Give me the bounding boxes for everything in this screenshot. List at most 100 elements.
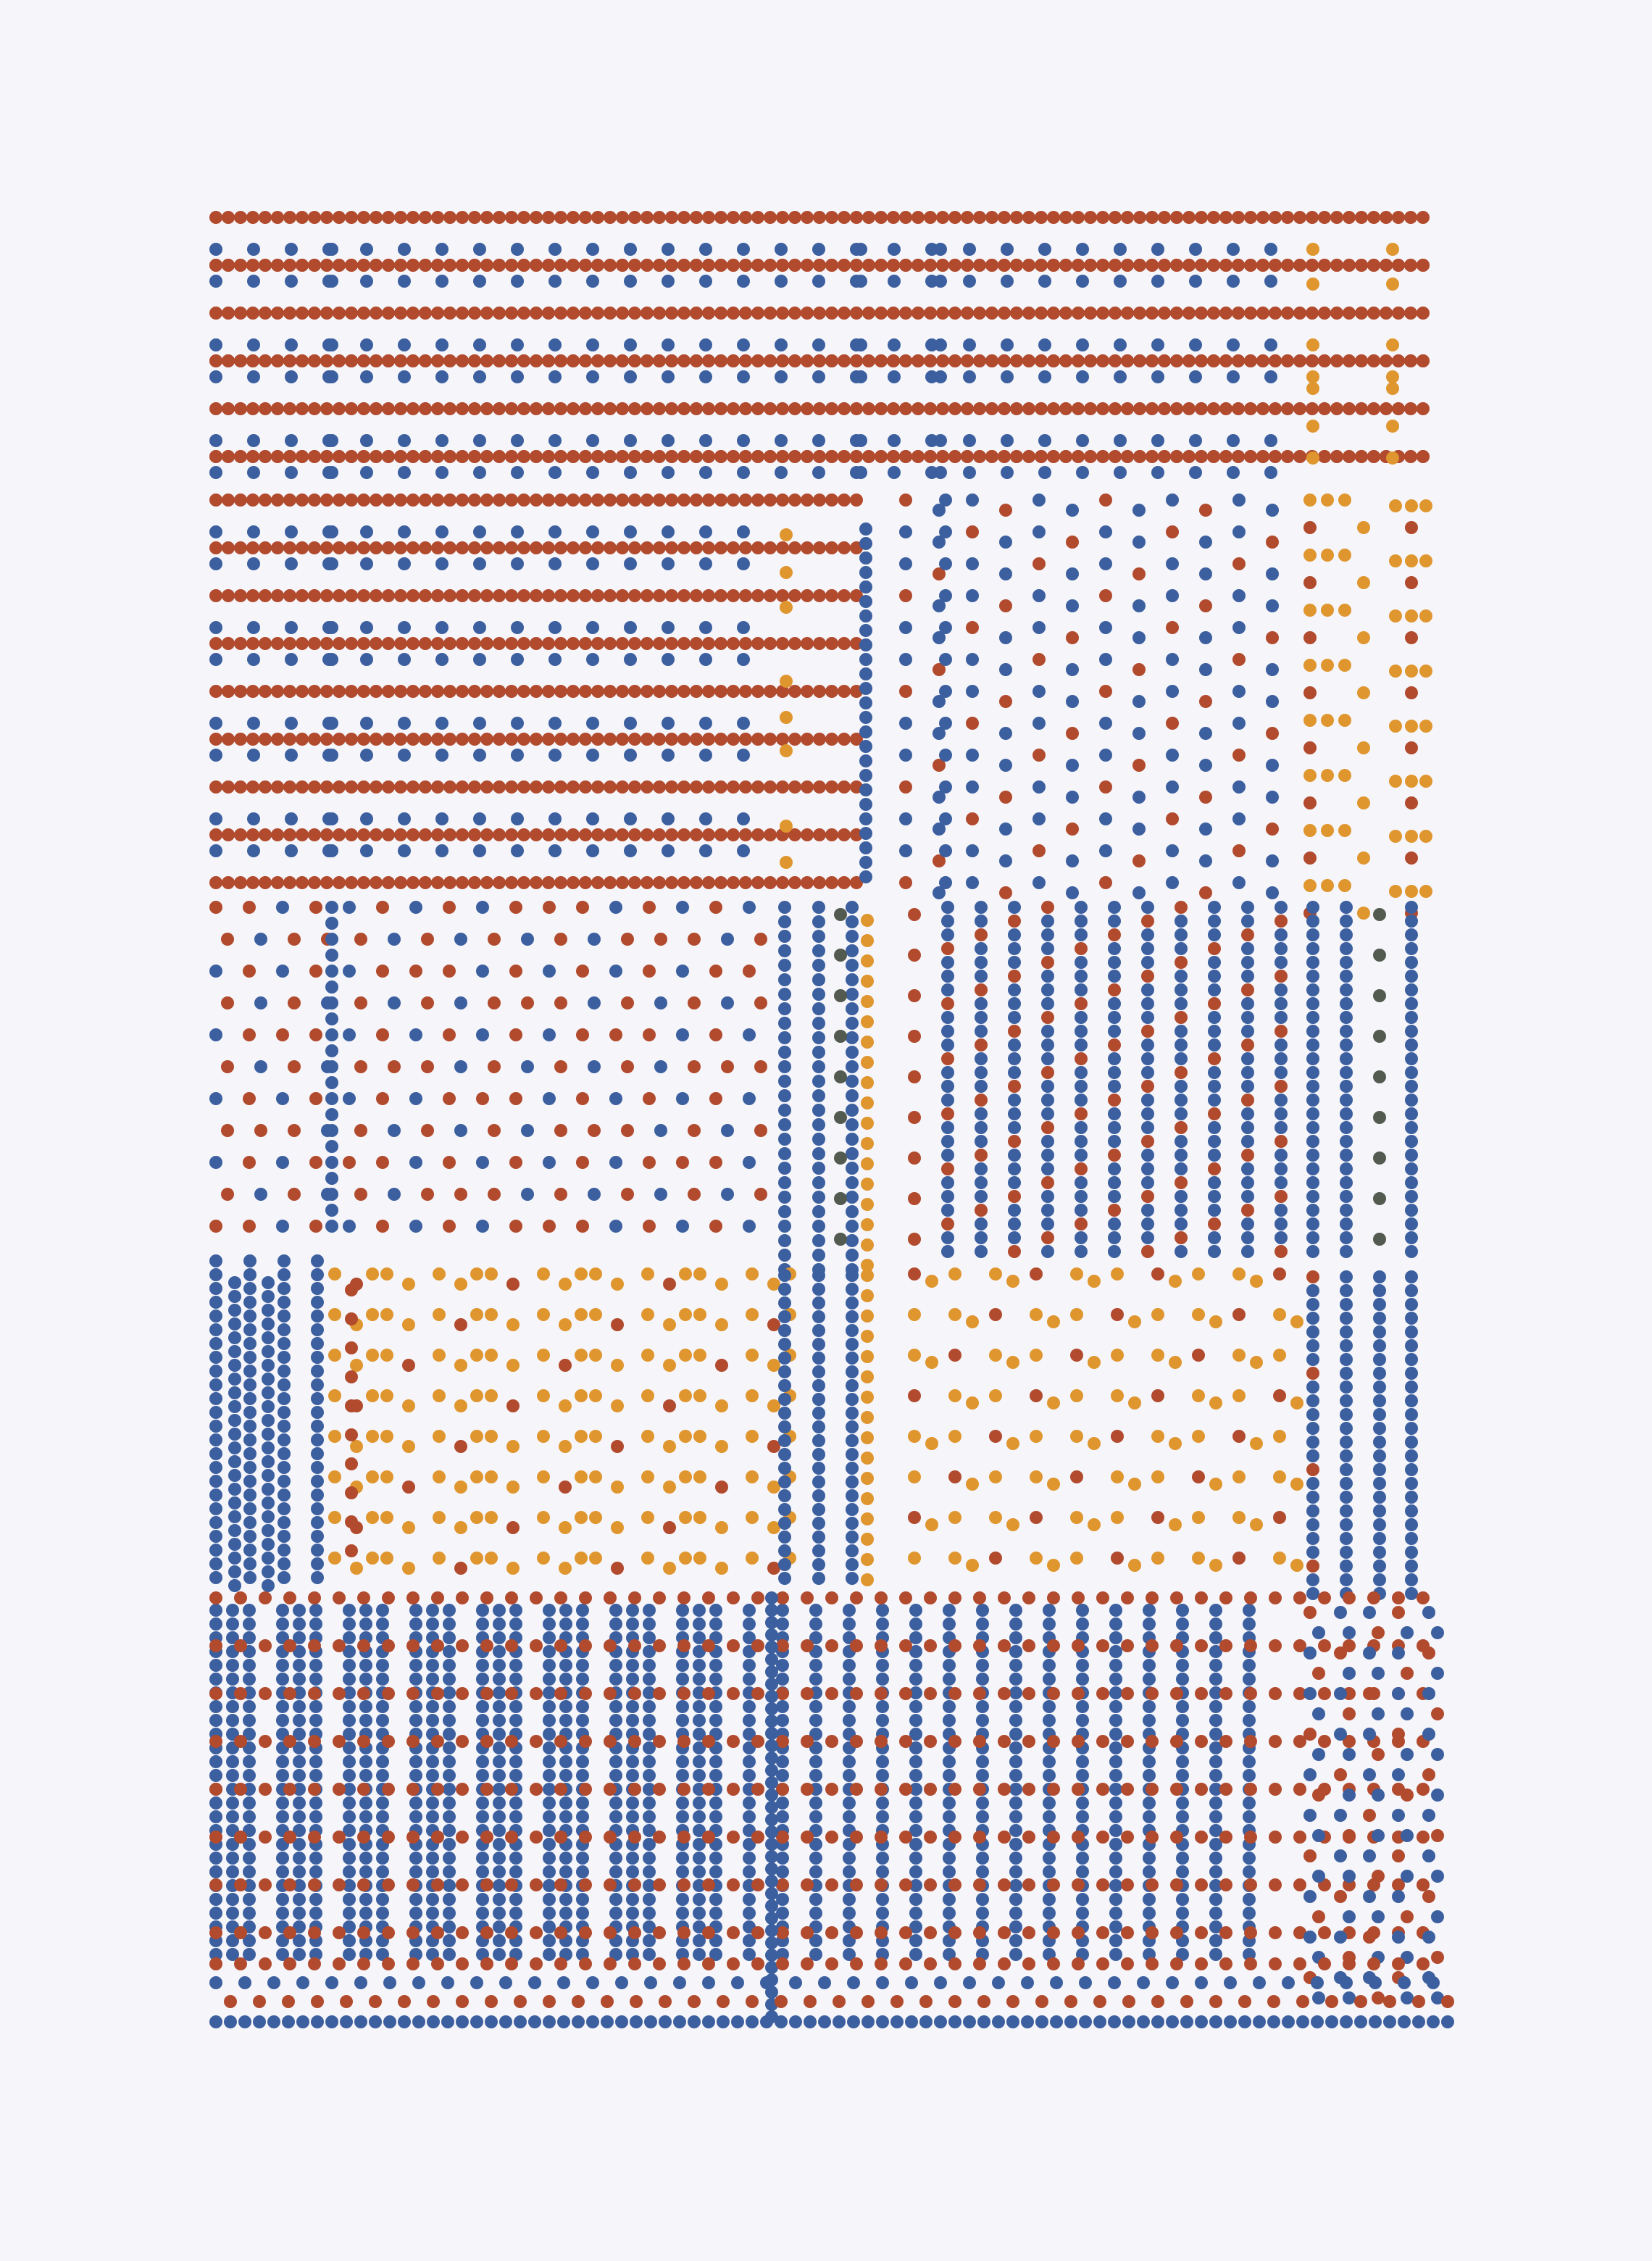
lower-left-vertical-dot bbox=[243, 1309, 256, 1323]
top-band-dot bbox=[517, 211, 530, 224]
mid-left-block-dot bbox=[488, 1060, 501, 1073]
bottom-band-dot bbox=[809, 1907, 822, 1920]
mid-left-block-dot bbox=[276, 1028, 289, 1041]
upper-middle-block-dot bbox=[739, 733, 752, 746]
bottom-band-dot bbox=[899, 1878, 912, 1891]
far-right-ochre-clusters-dot bbox=[1338, 824, 1351, 837]
bottom-band-dot bbox=[554, 1783, 567, 1796]
lower-left-ochre-dot bbox=[693, 1552, 706, 1565]
mid-left-block-dot bbox=[209, 1028, 222, 1041]
upper-middle-block-dot bbox=[850, 494, 863, 507]
top-band-dot bbox=[973, 259, 986, 272]
top-band-dot bbox=[468, 402, 481, 415]
bottom-band-dot bbox=[677, 1687, 691, 1700]
top-band-dot bbox=[1047, 450, 1060, 463]
bottom-right-sparse-dot bbox=[1372, 1748, 1385, 1761]
top-band-dot bbox=[431, 402, 444, 415]
upper-middle-block-dot bbox=[677, 494, 691, 507]
lower-right-vertical-dot bbox=[1340, 1546, 1353, 1559]
upper-middle-block-dot bbox=[505, 780, 518, 794]
upper-middle-block-dot bbox=[780, 744, 793, 757]
upper-middle-block-dot bbox=[357, 541, 370, 554]
upper-middle-block-dot bbox=[530, 637, 543, 650]
lower-left-vertical-dot bbox=[228, 1565, 241, 1578]
bottom-band-dot bbox=[693, 1838, 706, 1851]
lower-center-vertical-dot bbox=[812, 1517, 825, 1530]
mid-right-vertical-dot bbox=[1041, 1149, 1054, 1162]
bottom-band-dot bbox=[382, 1783, 395, 1796]
bottom-right-sparse-dot bbox=[1431, 1626, 1444, 1639]
top-band-dot bbox=[776, 211, 789, 224]
upper-middle-block-dot bbox=[641, 637, 654, 650]
top-band-dot bbox=[775, 243, 788, 256]
bottom-band-dot bbox=[343, 1796, 356, 1810]
bottom-band-dot bbox=[1043, 1852, 1056, 1865]
top-band-dot bbox=[888, 243, 901, 256]
upper-middle-block-dot bbox=[751, 685, 764, 698]
mid-right-vertical-dot bbox=[1275, 970, 1288, 983]
bottom-band-dot bbox=[576, 1714, 589, 1727]
lower-right-vertical-dot bbox=[1306, 1298, 1319, 1311]
bottom-band-dot bbox=[234, 1591, 247, 1604]
top-band-dot bbox=[604, 259, 617, 272]
upper-middle-block-dot bbox=[624, 653, 637, 666]
far-right-ochre-clusters-dot bbox=[1405, 499, 1418, 512]
upper-right-block-dot bbox=[1232, 876, 1246, 889]
upper-middle-block-dot bbox=[801, 637, 814, 650]
upper-middle-block-dot bbox=[624, 844, 637, 857]
top-band-dot bbox=[1227, 466, 1240, 479]
upper-right-block-dot bbox=[939, 876, 952, 889]
mid-left-block-dot bbox=[521, 933, 534, 946]
top-band-dot bbox=[1170, 259, 1183, 272]
bottom-right-sparse-dot bbox=[1363, 1890, 1376, 1903]
far-right-slate-dot bbox=[1306, 1121, 1319, 1134]
upper-middle-block-dot bbox=[419, 828, 432, 841]
lower-left-ochre-dot bbox=[380, 1552, 393, 1565]
bottom-band-dot bbox=[702, 1687, 715, 1700]
top-band-dot bbox=[1170, 402, 1183, 415]
bottom-band-dot bbox=[628, 1831, 641, 1844]
mid-right-vertical-dot bbox=[1041, 1080, 1054, 1093]
bottom-rows-dot bbox=[746, 1995, 759, 2008]
bottom-rows-dot bbox=[325, 1976, 338, 1989]
bottom-band-dot bbox=[809, 1796, 822, 1810]
top-band-dot bbox=[888, 370, 901, 383]
upper-middle-block-dot bbox=[737, 653, 750, 666]
lower-left-ochre-dot bbox=[328, 1389, 341, 1402]
lower-left-ochre-dot bbox=[663, 1359, 676, 1372]
upper-middle-block-dot bbox=[398, 749, 411, 762]
mid-right-vertical-dot bbox=[1208, 1038, 1221, 1052]
top-band-dot bbox=[1417, 450, 1430, 463]
lower-left-vertical-dot bbox=[278, 1282, 291, 1295]
top-band-dot bbox=[473, 338, 486, 351]
bottom-band-dot bbox=[1209, 1645, 1222, 1658]
lower-center-vertical-dot bbox=[778, 1503, 791, 1516]
mid-left-block-dot bbox=[488, 933, 501, 946]
top-band-dot bbox=[854, 370, 867, 383]
lower-right-ochre-dot bbox=[1192, 1389, 1205, 1402]
mid-right-vertical-dot bbox=[1008, 1121, 1021, 1134]
upper-right-block-dot bbox=[966, 557, 979, 570]
bottom-band-dot bbox=[765, 1764, 778, 1777]
bottom-right-sparse-dot bbox=[1392, 1809, 1405, 1822]
upper-middle-block-dot bbox=[285, 844, 298, 857]
mid-center-vertical-dot bbox=[861, 1096, 874, 1109]
bottom-band-dot bbox=[443, 1631, 456, 1644]
bottom-band-dot bbox=[443, 1617, 456, 1631]
upper-middle-block-dot bbox=[801, 685, 814, 698]
bottom-right-sparse-dot bbox=[1392, 1890, 1405, 1903]
lower-center-vertical-dot bbox=[778, 1558, 791, 1571]
upper-right-block-dot bbox=[1166, 621, 1179, 634]
mid-right-vertical-dot bbox=[1141, 942, 1154, 955]
upper-middle-block-dot bbox=[624, 621, 637, 634]
top-band-dot bbox=[702, 402, 715, 415]
top-band-dot bbox=[542, 307, 555, 320]
bottom-band-dot bbox=[343, 1934, 356, 1947]
bottom-band-dot bbox=[1072, 1831, 1085, 1844]
upper-right-block-dot bbox=[1066, 504, 1079, 517]
lower-left-ochre-dot bbox=[537, 1308, 550, 1321]
lower-left-vertical-dot bbox=[311, 1530, 324, 1543]
top-band-dot bbox=[1330, 259, 1343, 272]
top-band-dot bbox=[435, 338, 449, 351]
upper-right-block-dot bbox=[899, 589, 912, 602]
